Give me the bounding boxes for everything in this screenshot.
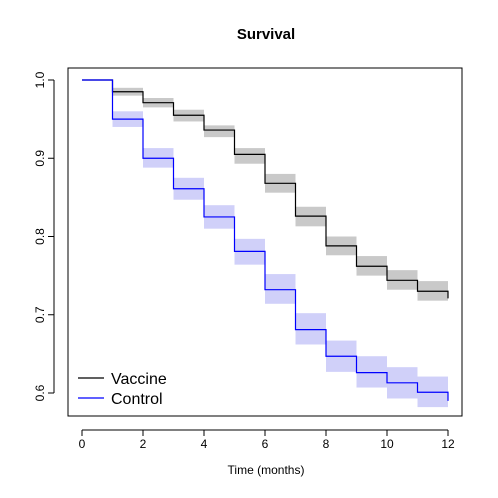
- y-axis: 0.6 0.7 0.8 0.9 1.0: [33, 71, 55, 401]
- control-ci-band-9: [356, 356, 387, 388]
- control-ci-band-7: [295, 313, 326, 345]
- legend: Vaccine Control: [78, 371, 167, 408]
- vaccine-ci-band-4: [204, 125, 235, 138]
- chart-title: Survival: [237, 26, 295, 43]
- x-axis-label: Time (months): [228, 463, 305, 477]
- y-tick-label: 1.0: [33, 71, 47, 88]
- x-tick-label: 0: [79, 437, 86, 451]
- x-tick-label: 4: [201, 437, 208, 451]
- confidence-bands: [112, 87, 448, 408]
- legend-label-vaccine: Vaccine: [111, 371, 167, 388]
- control-ci-band-6: [265, 274, 296, 304]
- x-tick-label: 6: [262, 437, 269, 451]
- vaccine-curve: [82, 79, 449, 299]
- x-tick-label: 12: [441, 437, 455, 451]
- x-tick-label: 10: [380, 437, 394, 451]
- survival-curves: [82, 79, 449, 401]
- y-tick-label: 0.8: [33, 228, 47, 245]
- plot-frame: [67, 67, 463, 417]
- y-tick-label: 0.7: [33, 306, 47, 323]
- y-tick-label: 0.9: [33, 150, 47, 167]
- vaccine-ci-band-5: [234, 148, 265, 164]
- x-tick-label: 8: [323, 437, 330, 451]
- control-curve: [82, 79, 449, 401]
- x-axis: 0 2 4 6 8 10 12: [79, 429, 455, 451]
- y-tick-label: 0.6: [33, 384, 47, 401]
- x-tick-label: 2: [140, 437, 147, 451]
- legend-label-control: Control: [111, 391, 163, 408]
